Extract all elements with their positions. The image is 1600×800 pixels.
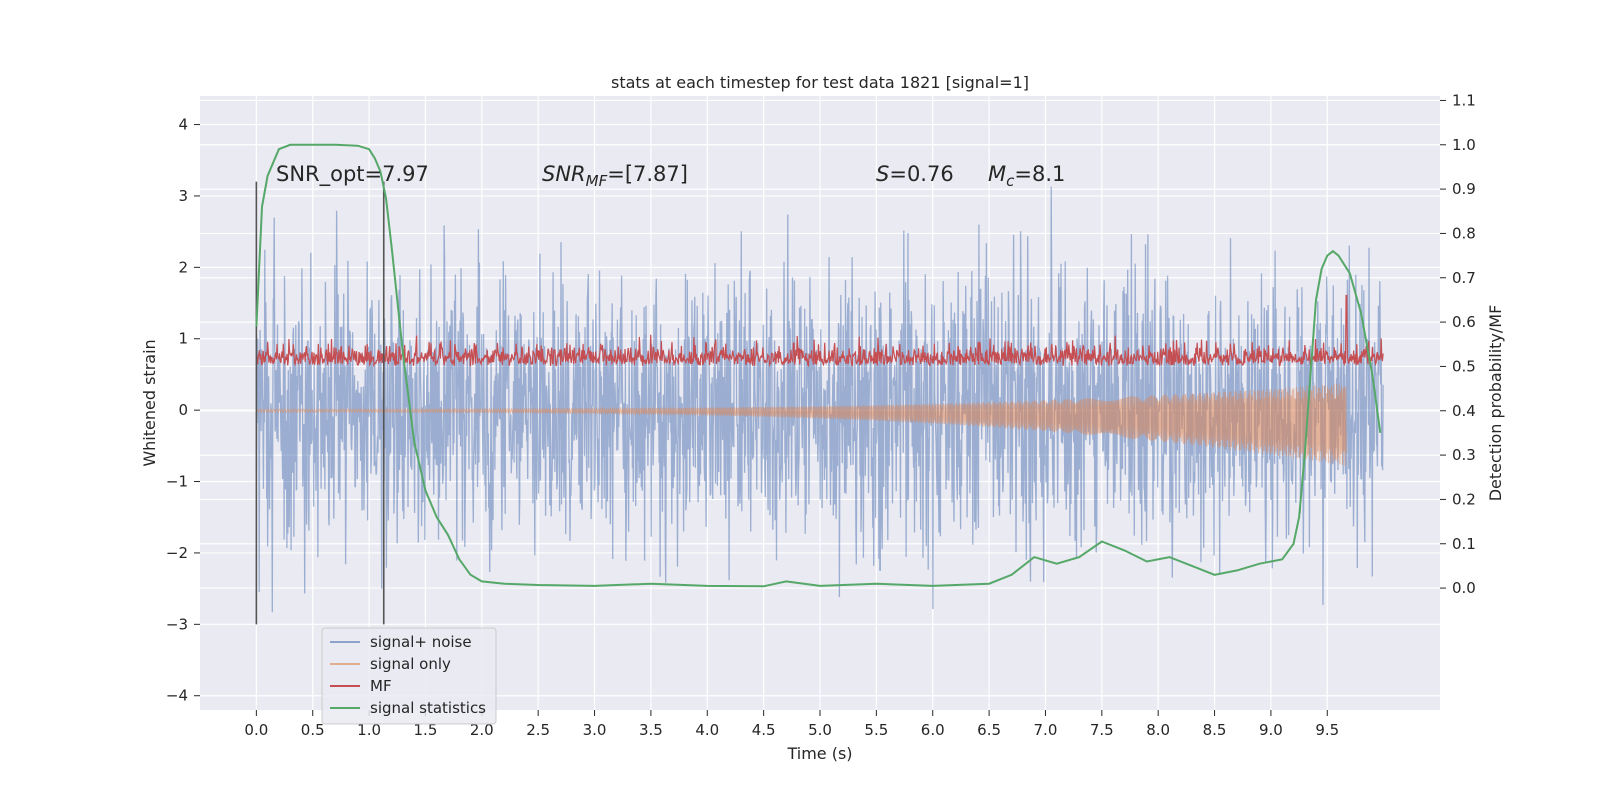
y-right-tick-label: 0.9 [1452,180,1476,198]
x-tick-label: 6.0 [921,721,945,739]
y-right-tick-label: 0.2 [1452,490,1476,508]
series-signal-statistics [255,143,1382,588]
x-tick-label: 0.5 [301,721,325,739]
mf-line [255,294,1384,368]
legend-box [321,627,497,725]
x-tick-label: 8.5 [1203,721,1227,739]
x-tick-label: 2.5 [526,721,550,739]
y-right-tick-label: 0.5 [1452,357,1476,375]
annotation-symbol: M [988,162,1006,186]
x-tick-label: 7.0 [1034,721,1058,739]
y-tick-label: −2 [166,544,188,562]
x-tick-label: 5.0 [808,721,832,739]
annotation-symbol: SNR [542,162,586,186]
y-tick-label: −3 [166,615,188,633]
legend: signal+ noise signal only MF signal statist… [321,627,497,725]
x-tick-label: 6.5 [977,721,1001,739]
y-right-tick-label: 0.6 [1452,313,1476,331]
annotation-subscript: MF [586,172,608,190]
x-tick-label: 3.5 [639,721,663,739]
legend-label: signal statistics [370,699,486,717]
y-tick-label: 4 [178,116,188,134]
annotation-subscript: c [1006,172,1015,190]
annotation-1: SNRMF=[7.87] [542,162,688,190]
y-tick-label: 1 [178,330,188,348]
y-tick-label: 0 [178,401,188,419]
x-tick-label: 5.5 [864,721,888,739]
x-tick-label: 9.0 [1259,721,1283,739]
y-tick-label: 2 [178,258,188,276]
x-tick-label: 4.0 [695,721,719,739]
x-tick-label: 9.5 [1315,721,1339,739]
x-tick-label: 1.5 [414,721,438,739]
annotation-symbol: S [876,162,889,186]
y-right-tick-label: 0.4 [1452,402,1476,420]
time-markers [255,181,385,625]
y-right-tick-label: 1.0 [1452,136,1476,154]
y-right-axis-label: Detection probability/MF [1486,305,1505,502]
x-tick-label: 2.0 [470,721,494,739]
x-tick-label: 3.0 [583,721,607,739]
annotation-value: =0.76 [889,162,953,186]
legend-label: signal+ noise [370,633,472,651]
y-right-tick-label: 0.7 [1452,269,1476,287]
x-tick-label: 0.0 [244,721,268,739]
series-signal-only [255,383,1347,466]
x-tick-label: 1.0 [357,721,381,739]
x-axis-label: Time (s) [786,744,852,763]
y-right-axis-ticks: 1.1 1.0 0.9 0.8 0.7 0.6 0.5 0.4 0.3 0.2 0.1 0.0 [1440,91,1476,597]
y-right-tick-label: 0.8 [1452,224,1476,242]
chart-title: stats at each timestep for test data 182… [611,73,1029,92]
y-axis-ticks: 4 3 2 1 0 −1 −2 −3 −4 [166,116,200,705]
x-tick-label: 4.5 [752,721,776,739]
series-mf [255,294,1384,368]
signal-statistics-line [255,143,1382,588]
y-tick-label: −1 [166,473,188,491]
y-axis-label: Whitened strain [140,339,159,466]
x-tick-label: 7.5 [1090,721,1114,739]
annotation-value: =[7.87] [607,162,688,186]
legend-label: signal only [370,655,451,673]
annotation-value: =8.1 [1014,162,1065,186]
y-tick-label: −4 [166,687,188,705]
y-right-tick-label: 1.1 [1452,91,1476,109]
signal-only-line [255,383,1347,466]
y-right-tick-label: 0.0 [1452,579,1476,597]
annotations: SNR_opt=7.97 SNRMF=[7.87] S=0.76 Mc=8.1 [276,162,1065,190]
y-tick-label: 3 [178,187,188,205]
legend-label: MF [370,677,392,695]
x-axis-ticks: 0.0 0.5 1.0 1.5 2.0 2.5 3.0 3.5 4.0 4.5 5.0 5.5 6.0 6… [244,710,1339,739]
x-tick-label: 8.0 [1146,721,1170,739]
annotation-2: S=0.76 [876,162,954,186]
y-right-tick-label: 0.1 [1452,535,1476,553]
annotation-text: SNR_opt=7.97 [276,162,429,187]
annotation-3: Mc=8.1 [988,162,1065,190]
annotation-0: SNR_opt=7.97 [276,162,429,187]
y-right-tick-label: 0.3 [1452,446,1476,464]
